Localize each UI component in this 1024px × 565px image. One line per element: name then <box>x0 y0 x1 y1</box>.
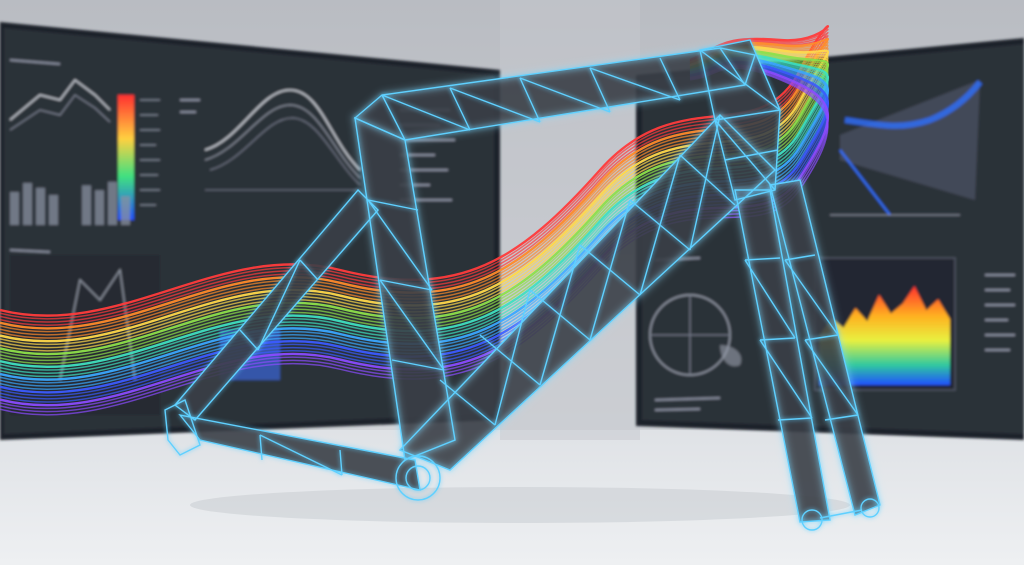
airflow-streamline <box>0 44 829 336</box>
airflow-streamline <box>0 52 829 365</box>
left-monitor-surface-plot <box>204 89 361 171</box>
airflow-streamline <box>0 50 829 358</box>
left-monitor-bar <box>121 196 130 225</box>
fork-left <box>735 190 830 522</box>
seat-stay <box>175 190 378 420</box>
left-monitor-line-chart <box>9 78 111 121</box>
airflow-streamline <box>0 51 829 362</box>
bicycle-frame <box>164 39 883 531</box>
left-monitor-bar <box>10 192 19 225</box>
chain-stay <box>180 415 420 490</box>
frame-wireframe-mesh <box>164 39 881 531</box>
airflow-streamline <box>0 31 829 323</box>
airflow-streamline <box>0 41 829 333</box>
airflow-streamline <box>0 53 830 369</box>
left-monitor-bar <box>49 195 58 225</box>
airflow-streamline <box>0 28 829 320</box>
airflow-streamline <box>0 45 829 343</box>
airflow-streamline <box>0 35 829 326</box>
right-monitor-spectrum-chart <box>820 286 950 385</box>
right-monitor-spectrum-area <box>820 286 950 385</box>
left-monitor-bar <box>23 183 32 225</box>
fork-right <box>770 180 880 515</box>
left-monitor-legend-ticks <box>140 99 160 206</box>
airflow-streamline <box>0 49 829 352</box>
carbon-tubes <box>175 40 880 522</box>
airflow-streamline <box>0 45 829 339</box>
airflow-streamline <box>0 37 830 330</box>
airflow-streamline <box>0 49 830 356</box>
airflow-streamline <box>0 47 829 346</box>
left-monitor-bar <box>95 190 104 225</box>
left-monitor-bar <box>108 181 117 225</box>
airflow-streamline <box>0 55 829 374</box>
left-monitor-bar-chart <box>10 181 130 225</box>
airflow-streamline <box>0 54 829 371</box>
left-monitor-bar <box>36 187 45 225</box>
airflow-streamline <box>0 25 830 317</box>
airflow-streamline <box>0 48 829 349</box>
top-tube <box>355 48 755 140</box>
down-tube <box>400 115 775 470</box>
left-monitor-bar <box>82 185 91 225</box>
frame-shadow <box>190 487 850 523</box>
seat-tube <box>355 118 455 460</box>
left-monitor-color-legend <box>118 95 134 220</box>
